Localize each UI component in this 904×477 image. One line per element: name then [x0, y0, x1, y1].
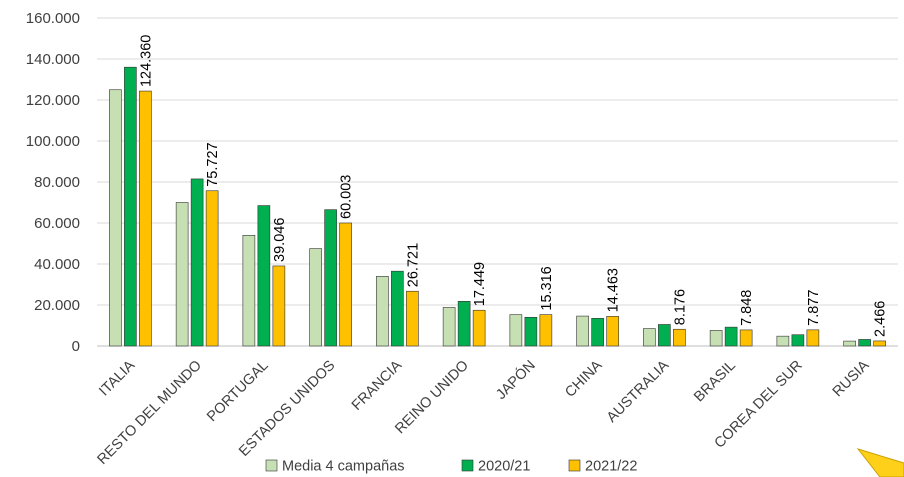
- bar-media: [709, 330, 723, 347]
- bar-2021-22: [539, 314, 553, 347]
- legend-label: Media 4 campañas: [282, 459, 405, 475]
- bar-media: [576, 315, 589, 347]
- data-label: 15.316: [539, 266, 555, 310]
- x-tick-label: FRANCIA: [349, 357, 406, 414]
- bar-2020-21: [257, 205, 271, 347]
- x-tick-label: PORTUGAL: [204, 358, 272, 426]
- bar-2021-22: [739, 329, 753, 347]
- x-tick-label: AUSTRALIA: [604, 357, 673, 426]
- bar-2020-21: [324, 209, 337, 347]
- gridlines: [97, 17, 898, 347]
- data-label: 26.721: [405, 243, 421, 287]
- bar-2021-22: [406, 290, 419, 347]
- bars: [109, 66, 886, 347]
- bar-media: [442, 307, 456, 347]
- x-tick-label: ITALIA: [96, 357, 138, 399]
- bar-2020-21: [724, 326, 738, 347]
- bar-2021-22: [673, 328, 686, 347]
- y-tick-label: 60.000: [34, 215, 80, 232]
- legend-label: 2020/21: [478, 459, 530, 475]
- bar-media: [843, 340, 856, 347]
- y-tick-label: 20.000: [34, 297, 80, 314]
- legend: Media 4 campañas 2020/21 2021/22: [265, 459, 637, 475]
- legend-swatch: [265, 459, 278, 472]
- data-label: 75.727: [205, 142, 221, 186]
- x-tick-label: RUSIA: [830, 357, 873, 400]
- legend-swatch: [461, 459, 474, 472]
- y-tick-label: 0: [72, 338, 80, 355]
- bar-2020-21: [391, 270, 404, 347]
- data-label: 7.848: [739, 290, 755, 326]
- y-tick-label: 160.000: [26, 10, 80, 27]
- x-tick-label: JAPÓN: [492, 357, 538, 403]
- data-label: 39.046: [272, 218, 288, 262]
- bar-2021-22: [806, 329, 820, 347]
- bar-2021-22: [472, 309, 486, 347]
- bar-media: [175, 202, 189, 347]
- bar-2020-21: [524, 316, 538, 347]
- bar-2021-22: [873, 340, 886, 347]
- bar-2020-21: [124, 66, 137, 347]
- data-label: 8.176: [672, 289, 688, 325]
- y-tick-label: 40.000: [34, 256, 80, 273]
- bar-2021-22: [205, 190, 219, 347]
- y-axis: 0 20.000 40.000 60.000 80.000 100.000 120.000 1…: [26, 10, 80, 355]
- bar-2020-21: [658, 324, 671, 347]
- bar-2021-22: [139, 90, 152, 347]
- bar-media: [309, 248, 322, 347]
- bar-2020-21: [190, 178, 204, 347]
- bar-media: [776, 335, 790, 347]
- y-tick-label: 100.000: [26, 133, 80, 150]
- bar-2020-21: [791, 334, 805, 347]
- data-label: 124.360: [138, 35, 154, 87]
- bar-2020-21: [457, 301, 471, 347]
- x-tick-label: CHINA: [562, 357, 605, 400]
- data-label: 14.463: [606, 268, 622, 312]
- legend-swatch: [568, 459, 581, 472]
- data-label: 60.003: [339, 175, 355, 219]
- bar-2021-22: [606, 316, 619, 347]
- y-tick-label: 140.000: [26, 51, 80, 68]
- data-label: 17.449: [472, 262, 488, 306]
- data-labels: 124.360 75.727 39.046 60.003 26.721 17.449 15.…: [138, 35, 888, 337]
- corner-decoration: [856, 448, 904, 477]
- bar-media: [242, 235, 256, 347]
- data-label: 7.877: [806, 290, 822, 326]
- y-tick-label: 120.000: [26, 92, 80, 109]
- x-tick-label: BRASIL: [691, 358, 739, 406]
- data-label: 2.466: [873, 301, 889, 337]
- bar-media: [509, 314, 523, 347]
- bar-2021-22: [339, 222, 352, 347]
- bar-2021-22: [272, 265, 286, 347]
- legend-label: 2021/22: [585, 459, 637, 475]
- bar-2020-21: [858, 339, 871, 347]
- bar-media: [109, 89, 122, 347]
- bar-media: [643, 328, 656, 347]
- bar-media: [376, 275, 389, 347]
- y-tick-label: 80.000: [34, 174, 80, 191]
- bar-2020-21: [591, 318, 604, 347]
